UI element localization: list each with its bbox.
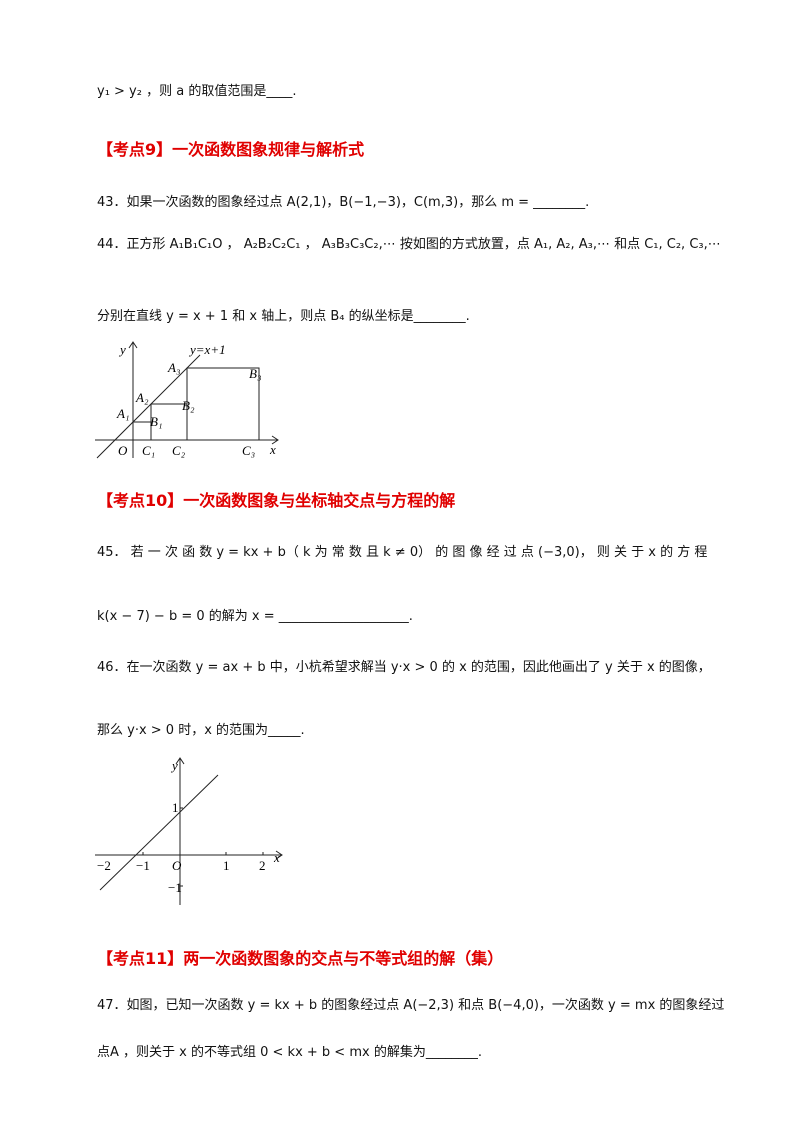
label: 2 — [259, 858, 266, 873]
paragraph: 46．在一次函数 y = ax + b 中，小杭希望求解当 y·x > 0 的 … — [97, 660, 711, 675]
paragraph: 点A ，则关于 x 的不等式组 0 < kx + b < mx 的解集为____… — [97, 1045, 482, 1060]
label: 1 — [223, 858, 230, 873]
label: −1 — [168, 880, 182, 895]
heading: 【考点9】一次函数图象规律与解析式 — [97, 140, 365, 159]
label: O — [172, 858, 182, 873]
paragraph: 47．如图，已知一次函数 y = kx + b 的图象经过点 A(−2,3) 和… — [97, 998, 725, 1013]
heading: 【考点10】一次函数图象与坐标轴交点与方程的解 — [97, 491, 456, 510]
paragraph: 44．正方形 A₁B₁C₁O ， A₂B₂C₂C₁ ， A₃B₃C₃C₂,⋯ 按… — [97, 237, 721, 252]
heading: 【考点11】两一次函数图象的交点与不等式组的解（集） — [97, 949, 504, 968]
label: A₂ — [135, 390, 149, 405]
label: A₁ — [116, 406, 129, 421]
paragraph: 45． 若 一 次 函 数 y = kx + b（ k 为 常 数 且 k ≠ … — [97, 545, 708, 560]
label: x — [269, 442, 276, 457]
label: O — [118, 443, 128, 458]
label: y — [170, 758, 178, 773]
label: −2 — [97, 858, 111, 873]
paragraph: 43．如果一次函数的图象经过点 A(2,1)，B(−1,−3)，C(m,3)，那… — [97, 195, 590, 210]
label: y — [118, 342, 126, 357]
figure-1: y y=x+1 A₃ B₃ A₂ B₂ A₁ B₁ O C₁ C₂ C₃ x — [95, 341, 279, 459]
label: −1 — [136, 858, 150, 873]
label: B₃ — [249, 366, 261, 381]
label: y=x+1 — [188, 342, 226, 357]
paragraph: 分别在直线 y = x + 1 和 x 轴上，则点 B₄ 的纵坐标是______… — [97, 309, 470, 324]
label: A₃ — [167, 360, 180, 375]
paragraph: 那么 y·x > 0 时，x 的范围为_____. — [97, 723, 305, 738]
label: C₃ — [242, 443, 255, 458]
label: B₂ — [182, 398, 195, 413]
label: C₂ — [172, 443, 186, 458]
label: 1 — [172, 800, 179, 815]
paragraph: k(x − 7) − b = 0 的解为 x = _______________… — [97, 609, 413, 624]
label: x — [273, 850, 280, 865]
label: C₁ — [142, 443, 155, 458]
label: B₁ — [150, 414, 162, 429]
paragraph: y₁ > y₂ ，则 a 的取值范围是____. — [97, 84, 297, 99]
figure-2: y 1 −2 −1 O 1 2 x −1 — [95, 757, 283, 905]
